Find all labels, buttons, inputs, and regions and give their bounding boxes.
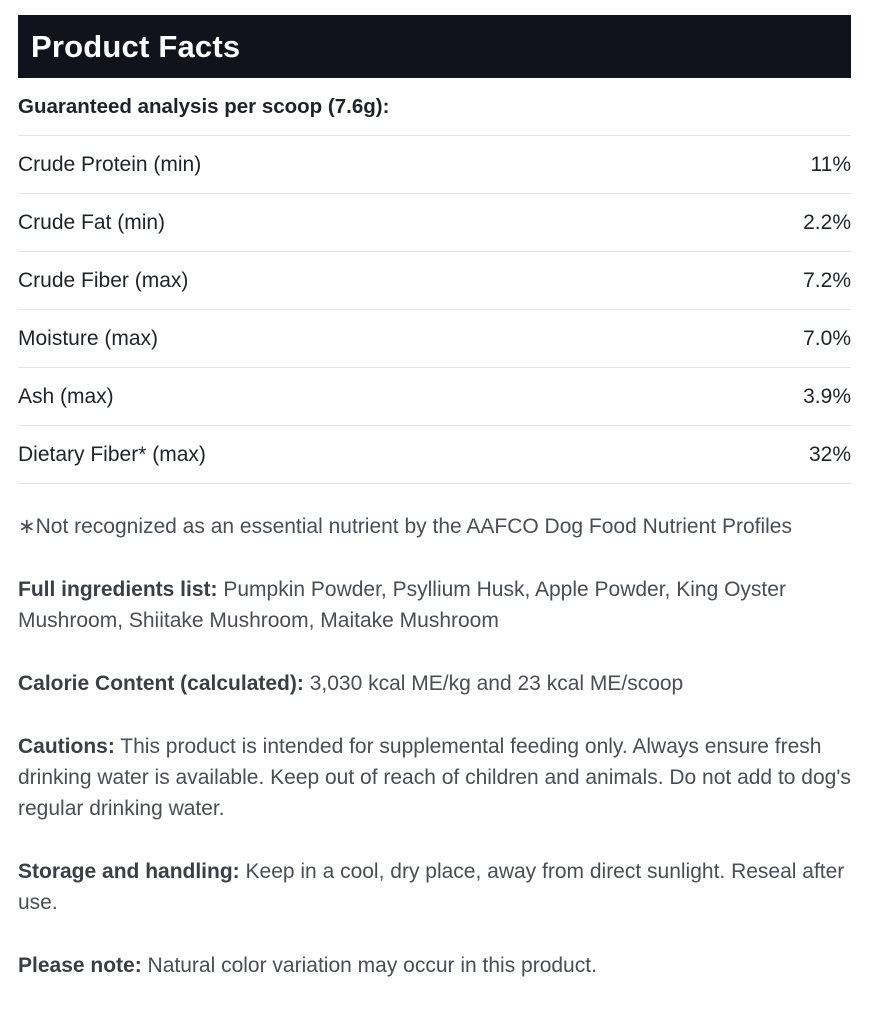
section-text: Keep in a cool, dry place, away from dir… [18, 860, 845, 914]
section-label: Calorie Content (calculated): [18, 672, 304, 695]
section-text: Pumpkin Powder, Psyllium Husk, Apple Pow… [18, 578, 786, 632]
nutrient-label: Crude Fiber (max) [18, 268, 189, 292]
nutrient-value: 7.2% [803, 268, 851, 292]
table-row: Dietary Fiber* (max) 32% [18, 426, 851, 484]
analysis-table: Crude Protein (min) 11% Crude Fat (min) 2.… [18, 136, 851, 484]
nutrient-label: Crude Protein (min) [18, 152, 202, 176]
section-text: Natural color variation may occur in thi… [141, 954, 597, 977]
footnote: ∗Not recognized as an essential nutrient… [18, 515, 792, 538]
nutrient-value: 3.9% [803, 384, 851, 408]
calorie-section: Calorie Content (calculated): 3,030 kcal… [18, 668, 851, 699]
section-label: Full ingredients list: [18, 578, 218, 601]
product-facts: Product Facts Guaranteed analysis per sc… [18, 15, 851, 981]
nutrient-label: Dietary Fiber* (max) [18, 442, 206, 466]
nutrient-label: Ash (max) [18, 384, 114, 408]
table-row: Ash (max) 3.9% [18, 368, 851, 426]
storage-section: Storage and handling: Keep in a cool, dr… [18, 856, 851, 918]
product-facts-header: Product Facts [18, 15, 851, 78]
nutrient-label: Moisture (max) [18, 326, 159, 350]
nutrient-value: 7.0% [803, 326, 851, 350]
section-label: Please note: [18, 954, 142, 977]
table-row: Crude Protein (min) 11% [18, 136, 851, 194]
nutrient-value: 11% [810, 152, 851, 176]
table-row: Moisture (max) 7.0% [18, 310, 851, 368]
table-row: Crude Fat (min) 2.2% [18, 194, 851, 252]
analysis-heading: Guaranteed analysis per scoop (7.6g): [18, 78, 851, 136]
note-section: Please note: Natural color variation may… [18, 950, 851, 981]
nutrient-label: Crude Fat (min) [18, 210, 166, 234]
section-label: Storage and handling: [18, 860, 240, 883]
page-title: Product Facts [31, 28, 241, 64]
section-text: 3,030 kcal ME/kg and 23 kcal ME/scoop [303, 672, 684, 695]
table-row: Crude Fiber (max) 7.2% [18, 252, 851, 310]
section-text: This product is intended for supplementa… [18, 735, 851, 820]
ingredients-section: Full ingredients list: Pumpkin Powder, P… [18, 574, 851, 636]
cautions-section: Cautions: This product is intended for s… [18, 731, 851, 824]
section-label: Cautions: [18, 735, 115, 758]
nutrient-value: 32% [808, 442, 851, 466]
nutrient-value: 2.2% [803, 210, 851, 234]
